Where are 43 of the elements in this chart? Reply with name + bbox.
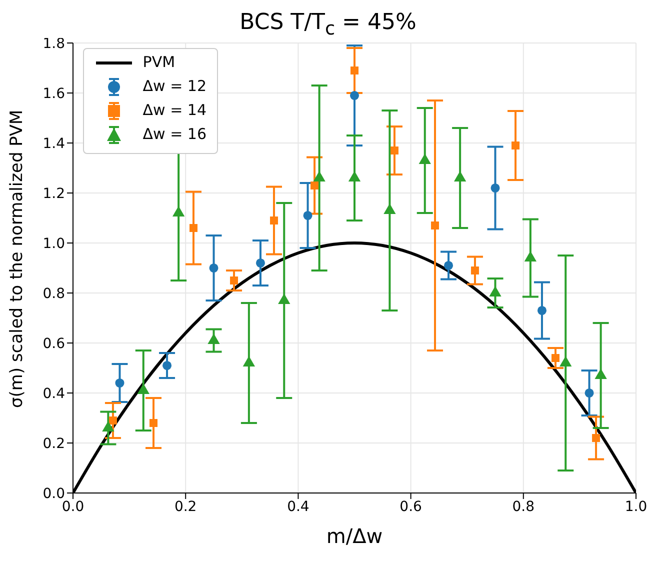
point (470, 266, 479, 274)
point (230, 276, 238, 284)
y-tick-label: 0.6 (42, 336, 66, 352)
x-tick-label: 0.2 (174, 498, 197, 515)
y-tick-label: 1.2 (42, 186, 65, 202)
point (256, 258, 265, 268)
y-tick-label: 1.6 (42, 86, 66, 102)
chart-title: BCS T/T$_{c}$ = 45% (240, 10, 416, 40)
point (115, 378, 124, 388)
point (150, 419, 158, 427)
point (444, 260, 454, 270)
point (303, 210, 312, 220)
x-tick-label: 1.0 (624, 498, 648, 515)
point (108, 416, 117, 424)
point (270, 216, 278, 224)
point (490, 183, 500, 193)
point (310, 182, 319, 190)
point (209, 263, 218, 273)
legend-label: Δw = 14 (142, 101, 207, 120)
point (512, 142, 520, 150)
point (537, 306, 546, 316)
x-tick-label: 0.8 (512, 498, 535, 515)
point (189, 224, 198, 232)
legend-label: Δw = 16 (142, 125, 207, 144)
y-axis-title: σ(m) scaled to the normalized PVM (7, 110, 28, 408)
x-axis-title: m/Δw (326, 524, 383, 548)
point (584, 388, 594, 398)
x-tick-label: 0.6 (400, 498, 422, 515)
point (390, 146, 398, 154)
point (551, 354, 560, 362)
point (350, 90, 360, 100)
point (592, 434, 600, 442)
point (350, 66, 358, 74)
y-tick-label: 1.0 (42, 236, 65, 252)
point (162, 360, 172, 370)
x-tick-label: 0.4 (287, 498, 310, 515)
y-tick-label: 0.4 (42, 386, 66, 402)
y-tick-label: 0.2 (42, 436, 65, 452)
y-tick-label: 0.8 (42, 286, 65, 302)
legend-label: PVM (142, 53, 176, 72)
point (431, 222, 440, 230)
legend-label: Δw = 12 (142, 77, 207, 96)
y-tick-label: 1.4 (42, 136, 66, 152)
